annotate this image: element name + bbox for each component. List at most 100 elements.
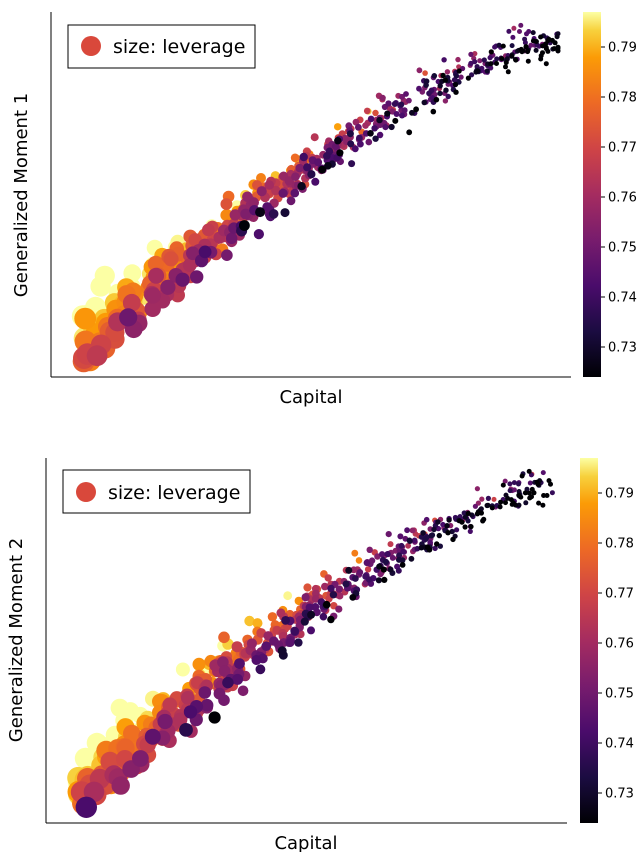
scatter-point xyxy=(444,523,450,529)
scatter-point xyxy=(484,68,490,74)
scatter-point xyxy=(305,603,314,612)
colorbar-2: 0.73 0.74 0.75 0.76 0.77 0.78 0.79 xyxy=(580,458,634,823)
scatter-point xyxy=(334,137,342,145)
scatter-point xyxy=(465,75,471,81)
colorbar-tick-label: 0.77 xyxy=(605,587,634,602)
scatter-point xyxy=(526,490,532,496)
scatter-point xyxy=(423,516,430,523)
scatter-point xyxy=(408,555,415,562)
scatter-point xyxy=(504,56,510,62)
scatter-point xyxy=(269,636,279,646)
legend-label-2: size: leverage xyxy=(108,482,240,504)
scatter-point xyxy=(367,130,374,137)
scatter-point xyxy=(329,591,338,599)
scatter-point xyxy=(509,501,515,507)
colorbar-tick-label: 0.78 xyxy=(608,91,637,106)
chart-panel-1: Capital Generalized Moment 1 size: lever… xyxy=(11,12,637,408)
scatter-point xyxy=(554,34,560,40)
scatter-point xyxy=(366,546,373,553)
scatter-point xyxy=(264,180,275,190)
scatter-point xyxy=(324,574,332,582)
scatter-point xyxy=(382,558,389,566)
scatter-point xyxy=(440,521,446,528)
scatter-point xyxy=(376,116,383,124)
scatter-point xyxy=(348,160,356,168)
scatter-point xyxy=(221,249,233,261)
scatter-point xyxy=(321,582,329,591)
scatter-point xyxy=(485,495,491,501)
scatter-point xyxy=(446,517,452,523)
scatter-point xyxy=(500,482,506,488)
scatter-point xyxy=(311,177,320,186)
scatter-point xyxy=(382,124,389,131)
scatter-point xyxy=(303,583,312,592)
scatter-point xyxy=(123,724,141,743)
scatter-point xyxy=(533,39,539,44)
scatter-point xyxy=(458,74,464,80)
scatter-point xyxy=(356,134,363,142)
scatter-point xyxy=(420,530,426,536)
scatter-point xyxy=(530,30,536,36)
scatter-point xyxy=(551,46,557,52)
scatter-point xyxy=(229,209,241,221)
scatter-point xyxy=(430,108,437,115)
scatter-point xyxy=(365,576,373,583)
scatter-point xyxy=(421,99,428,106)
scatter-point xyxy=(357,140,364,148)
scatter-point xyxy=(388,123,395,131)
scatter-point xyxy=(453,89,459,95)
scatter-point xyxy=(253,229,264,240)
scatter-point xyxy=(503,60,509,65)
scatter-point xyxy=(427,539,434,546)
scatter-point xyxy=(510,34,516,40)
scatter-point xyxy=(180,691,195,705)
scatter-point xyxy=(307,170,316,179)
scatter-points-1 xyxy=(71,22,561,373)
scatter-point xyxy=(220,198,233,211)
scatter-point xyxy=(475,68,481,74)
scatter-point xyxy=(522,490,528,496)
scatter-point xyxy=(148,267,165,284)
scatter-point xyxy=(465,518,471,524)
scatter-point xyxy=(423,536,429,542)
scatter-point xyxy=(303,163,312,172)
scatter-point xyxy=(467,528,473,535)
scatter-point xyxy=(481,57,487,63)
scatter-point xyxy=(290,626,299,636)
scatter-point xyxy=(86,345,108,367)
scatter-point xyxy=(123,264,142,283)
scatter-point xyxy=(423,78,430,84)
scatter-point xyxy=(218,631,230,644)
scatter-point xyxy=(543,61,549,67)
scatter-point xyxy=(452,81,459,88)
scatter-point xyxy=(416,67,423,74)
colorbar-tick-label: 0.73 xyxy=(608,341,637,356)
scatter-point xyxy=(391,101,398,107)
scatter-point xyxy=(372,135,379,142)
scatter-point xyxy=(327,615,335,624)
scatter-point xyxy=(509,43,515,49)
scatter-point xyxy=(336,592,344,600)
scatter-point xyxy=(540,502,546,508)
scatter-point xyxy=(540,43,546,49)
scatter-point xyxy=(401,107,408,114)
scatter-point xyxy=(503,64,508,70)
scatter-point xyxy=(307,626,315,635)
scatter-point xyxy=(319,612,328,621)
scatter-point xyxy=(280,208,290,218)
scatter-point xyxy=(461,510,467,516)
scatter-point xyxy=(384,110,391,117)
scatter-point xyxy=(318,165,327,174)
scatter-point xyxy=(508,497,514,503)
scatter-point xyxy=(535,482,541,487)
scatter-point xyxy=(511,25,517,31)
scatter-point xyxy=(413,106,419,113)
scatter-point xyxy=(335,585,343,593)
colorbar-tick-label: 0.73 xyxy=(605,787,634,802)
scatter-point xyxy=(441,57,447,63)
scatter-point xyxy=(163,251,179,267)
scatter-point xyxy=(119,308,138,327)
scatter-point xyxy=(175,272,190,287)
colorbar-tick-label: 0.74 xyxy=(608,291,637,306)
scatter-point xyxy=(494,56,500,62)
